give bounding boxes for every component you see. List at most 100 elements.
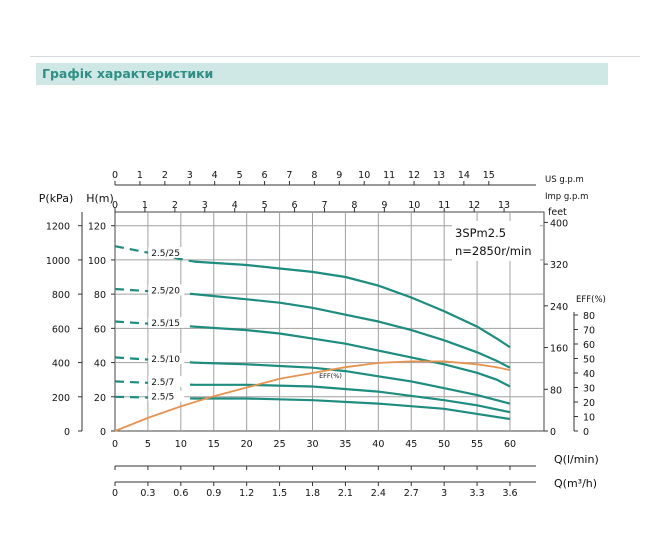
- eff-axis-title: EFF(%): [576, 295, 606, 305]
- head-tick-label: 80: [94, 290, 106, 301]
- imp-gpm-axis-title: Imp g.p.m: [545, 192, 588, 202]
- us-gpm-tick-label: 4: [212, 170, 218, 181]
- pressure-tick-label: 200: [52, 393, 70, 404]
- us-gpm-tick-label: 13: [433, 170, 445, 181]
- q-lmin-tick-label: 35: [339, 439, 351, 450]
- q-m3h-tick-label: 0.6: [173, 488, 188, 499]
- feet-tick-label: 400: [550, 218, 568, 229]
- eff-tick-label: 50: [583, 355, 595, 366]
- feet-tick-label: 240: [550, 302, 568, 313]
- eff-tick-label: 20: [583, 398, 595, 409]
- head-axis-title: H(m): [86, 192, 114, 205]
- us-gpm-tick-label: 12: [408, 170, 420, 181]
- imp-gpm-tick-label: 4: [232, 200, 238, 211]
- imp-gpm-tick-label: 9: [381, 200, 387, 211]
- q-lmin-tick-label: 30: [306, 439, 318, 450]
- efficiency-curve-label: EFF(%): [319, 372, 342, 380]
- q-m3h-axis-title: Q(m³/h): [554, 477, 597, 490]
- q-m3h-tick-label: 3: [441, 488, 447, 499]
- q-lmin-tick-label: 15: [208, 439, 220, 450]
- curve-label-2.5-7: 2.5/7: [151, 378, 174, 388]
- q-m3h-tick-label: 3.6: [502, 488, 517, 499]
- us-gpm-tick-label: 9: [336, 170, 342, 181]
- imp-gpm-tick-label: 7: [321, 200, 327, 211]
- q-lmin-tick-label: 40: [372, 439, 384, 450]
- imp-gpm-tick-label: 11: [438, 200, 450, 211]
- eff-tick-label: 0: [583, 427, 589, 438]
- imp-gpm-tick-label: 5: [262, 200, 268, 211]
- q-m3h-tick-label: 2.1: [338, 488, 353, 499]
- imp-gpm-tick-label: 13: [498, 200, 510, 211]
- q-lmin-tick-label: 55: [471, 439, 483, 450]
- head-tick-label: 40: [94, 359, 106, 370]
- eff-tick-label: 10: [583, 413, 595, 424]
- head-tick-label: 120: [88, 222, 106, 233]
- eff-tick-label: 60: [583, 340, 595, 351]
- curve-2.5-10: [193, 361, 511, 405]
- us-gpm-tick-label: 6: [262, 170, 268, 181]
- us-gpm-tick-label: 2: [162, 170, 168, 181]
- imp-gpm-tick-label: 8: [351, 200, 357, 211]
- head-tick-label: 60: [94, 324, 106, 335]
- q-m3h-tick-label: 2.7: [404, 488, 419, 499]
- us-gpm-tick-label: 3: [187, 170, 193, 181]
- q-lmin-tick-label: 10: [175, 439, 187, 450]
- head-tick-label: 100: [88, 256, 106, 267]
- eff-tick-label: 30: [583, 384, 595, 395]
- section-banner: Графік характеристики: [36, 63, 608, 85]
- curve-label-bg: [148, 352, 185, 364]
- curve-2.5-15: [193, 325, 511, 388]
- q-lmin-tick-label: 50: [438, 439, 450, 450]
- head-tick-label: 20: [94, 393, 106, 404]
- curve-label-bg: [148, 376, 185, 388]
- curve-label-2.5-10: 2.5/10: [151, 355, 180, 365]
- feet-tick-label: 80: [550, 385, 562, 396]
- q-m3h-tick-label: 0.3: [140, 488, 155, 499]
- pressure-tick-label: 600: [52, 324, 70, 335]
- pressure-tick-label: 1200: [46, 222, 70, 233]
- us-gpm-tick-label: 15: [483, 170, 495, 181]
- speed-annotation: n=2850r/min: [455, 244, 531, 258]
- pressure-axis-title: P(kPa): [39, 192, 73, 205]
- imp-gpm-tick-label: 10: [408, 200, 420, 211]
- top-divider: [30, 56, 640, 57]
- curve-label-2.5-5: 2.5/5: [151, 393, 174, 403]
- us-gpm-tick-label: 1: [137, 170, 143, 181]
- q-lmin-tick-label: 5: [145, 439, 151, 450]
- q-m3h-tick-label: 1.8: [305, 488, 320, 499]
- curve-label-bg: [148, 317, 185, 329]
- labels-layer: 020040060080010001200020406080100120P(kP…: [39, 170, 606, 499]
- pressure-tick-label: 0: [64, 427, 70, 438]
- axes-layer: [78, 181, 578, 486]
- us-gpm-axis-title: US g.p.m: [545, 175, 584, 185]
- q-lmin-tick-label: 0: [112, 439, 118, 450]
- head-tick-label: 0: [100, 427, 106, 438]
- imp-gpm-tick-label: 0: [112, 200, 118, 211]
- q-m3h-tick-label: 0: [112, 488, 118, 499]
- us-gpm-tick-label: 7: [286, 170, 292, 181]
- curve-label-2.5-25: 2.5/25: [151, 249, 180, 259]
- section-title: Графік характеристики: [42, 66, 214, 81]
- q-lmin-tick-label: 45: [405, 439, 417, 450]
- model-annotation: 3SPm2.5: [455, 226, 506, 240]
- curve-label-2.5-20: 2.5/20: [151, 287, 180, 297]
- q-m3h-tick-label: 1.2: [239, 488, 254, 499]
- feet-axis-title: feet: [548, 207, 567, 218]
- pressure-tick-label: 800: [52, 290, 70, 301]
- curve-label-bg: [148, 246, 185, 258]
- us-gpm-tick-label: 8: [311, 170, 317, 181]
- imp-gpm-tick-label: 3: [202, 200, 208, 211]
- q-lmin-axis-title: Q(l/min): [554, 453, 599, 466]
- q-m3h-tick-label: 1.5: [272, 488, 287, 499]
- q-m3h-tick-label: 2.4: [371, 488, 386, 499]
- q-lmin-tick-label: 20: [241, 439, 253, 450]
- imp-gpm-tick-label: 1: [142, 200, 148, 211]
- q-m3h-tick-label: 3.3: [470, 488, 485, 499]
- q-lmin-tick-label: 60: [504, 439, 516, 450]
- q-lmin-tick-label: 25: [274, 439, 286, 450]
- feet-tick-label: 0: [550, 427, 556, 438]
- us-gpm-tick-label: 14: [458, 170, 470, 181]
- annotation-box: [452, 221, 540, 261]
- curve-2.5-20: [193, 293, 511, 369]
